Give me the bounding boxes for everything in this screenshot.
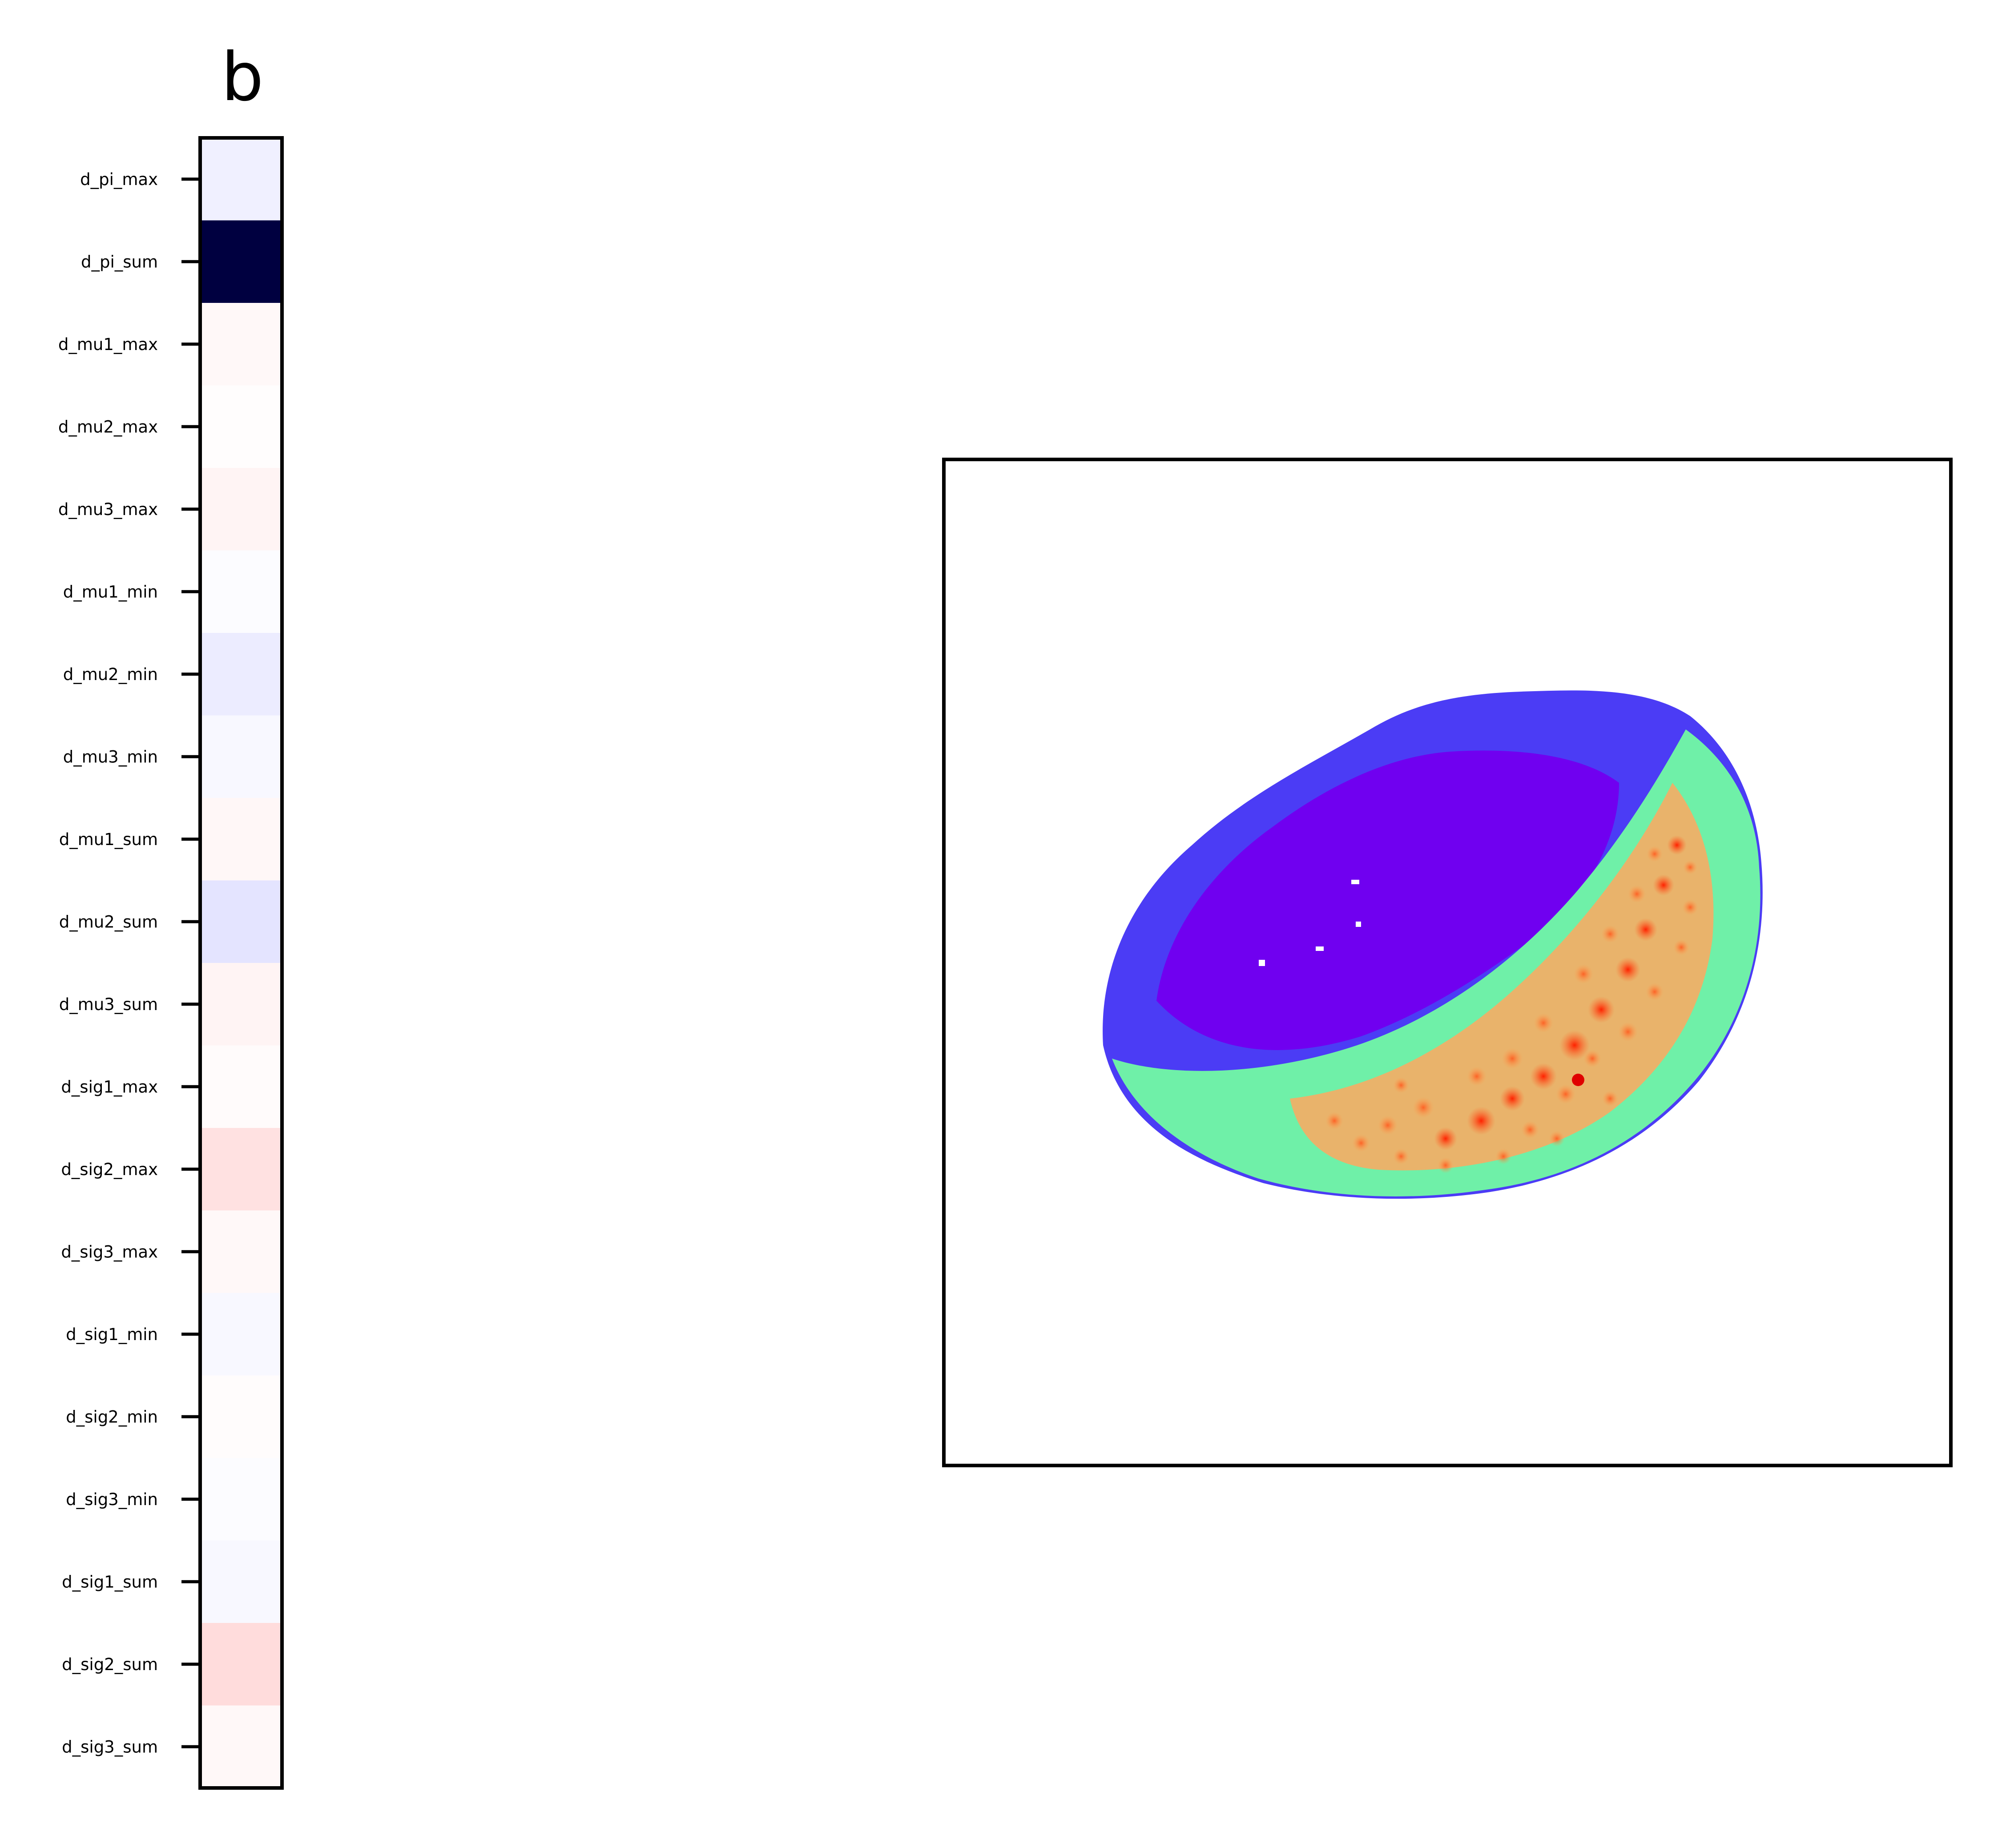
hot-spot: [1495, 1148, 1511, 1164]
heatmap-cells: [200, 138, 282, 1788]
heatmap-cell-d-sig2-max: [200, 1128, 282, 1211]
hot-spot: [1556, 1084, 1575, 1104]
cloud-gap: [1351, 880, 1359, 884]
hot-spot: [1583, 1050, 1601, 1067]
hot-spot: [1588, 996, 1615, 1023]
hot-spot: [1682, 899, 1698, 915]
y-tick-label: d_sig1_min: [66, 1325, 158, 1344]
hot-spot: [1502, 1048, 1523, 1069]
heatmap-cell-d-sig1-sum: [200, 1540, 282, 1623]
hot-spot: [1653, 874, 1674, 896]
cloud-hot-region: [1290, 783, 1714, 1171]
heatmap-cell-d-mu3-max: [200, 468, 282, 551]
heatmap-cell-d-mu1-min: [200, 550, 282, 633]
hot-spot: [1467, 1067, 1486, 1086]
y-tick-label: d_pi_max: [80, 170, 158, 189]
hot-spot: [1559, 1030, 1590, 1060]
hot-spot: [1628, 885, 1646, 903]
scatter-panel: [942, 458, 1953, 1467]
y-tick-label: d_sig1_sum: [62, 1572, 158, 1591]
hot-spot: [1647, 846, 1663, 862]
hot-spot: [1572, 1074, 1584, 1086]
y-tick-label: d_pi_sum: [81, 252, 158, 271]
hot-spot: [1634, 918, 1657, 941]
point-cloud: [1103, 690, 1763, 1199]
y-tick-label: d_mu1_max: [58, 335, 158, 354]
heatmap-cell-d-sig3-sum: [200, 1705, 282, 1788]
hot-spot: [1500, 1086, 1525, 1111]
y-tick-label: d_mu1_min: [63, 582, 158, 601]
y-tick-label: d_mu3_max: [58, 500, 158, 519]
heatmap-cell-d-sig2-min: [200, 1375, 282, 1458]
hot-spot: [1534, 1013, 1553, 1033]
heatmap-frame: [198, 136, 284, 1790]
heatmap-cell-d-mu2-min: [200, 633, 282, 716]
heatmap-cell-d-pi-sum: [200, 220, 282, 303]
y-tick-label: d_mu1_sum: [59, 830, 158, 849]
heatmap-cell-d-mu1-max: [200, 303, 282, 386]
hot-spot: [1521, 1121, 1539, 1139]
hot-spot: [1352, 1134, 1370, 1152]
cloud-gap: [1356, 922, 1361, 927]
hot-spot: [1393, 1077, 1409, 1093]
heatmap-cell-d-mu1-sum: [200, 798, 282, 881]
heatmap-cell-d-mu3-sum: [200, 963, 282, 1046]
scatter-frame: [942, 458, 1953, 1467]
y-tick-label: d_sig3_min: [66, 1490, 158, 1509]
heatmap-cell-d-pi-max: [200, 138, 282, 221]
y-tick-label: d_mu2_min: [63, 665, 158, 684]
y-tick-label: d_sig3_max: [61, 1242, 158, 1261]
cloud-gap: [1259, 960, 1265, 966]
hot-spot: [1618, 1022, 1638, 1042]
hot-spot: [1602, 1091, 1618, 1107]
y-tick-label: d_sig2_max: [61, 1160, 158, 1179]
heatmap-panel: b d_pi_max d_pi_sum d_mu1_max d_mu2_max d_mu…: [58, 39, 284, 1790]
heatmap-cell-d-sig2-sum: [200, 1623, 282, 1706]
cloud-gap: [1316, 946, 1324, 951]
hot-spot: [1615, 957, 1640, 982]
hot-spot: [1574, 964, 1593, 984]
heatmap-cell-d-sig3-max: [200, 1210, 282, 1293]
heatmap-ticks: [181, 177, 200, 1748]
hot-spot: [1646, 983, 1664, 1001]
cloud-interior: [1156, 750, 1619, 1050]
y-tick-label: d_sig2_min: [66, 1407, 158, 1426]
hot-spot: [1530, 1063, 1557, 1090]
hot-spot: [1378, 1115, 1398, 1135]
y-tick-label: d_mu2_max: [58, 417, 158, 436]
hot-spot: [1393, 1148, 1409, 1164]
y-tick-label: d_sig2_sum: [62, 1655, 158, 1674]
hot-spot: [1438, 1157, 1454, 1173]
y-tick-label: d_mu3_sum: [59, 995, 158, 1014]
y-tick-label: d_sig1_max: [61, 1077, 158, 1096]
hot-spot: [1673, 939, 1689, 955]
heatmap-cell-d-mu2-sum: [200, 880, 282, 963]
hot-spot: [1467, 1107, 1495, 1135]
y-tick-label: d_mu2_sum: [59, 912, 158, 931]
hot-spot: [1549, 1131, 1565, 1147]
hot-spot: [1434, 1127, 1457, 1150]
heatmap-cell-d-mu2-max: [200, 385, 282, 468]
heatmap-cell-d-sig1-min: [200, 1293, 282, 1376]
hot-spot: [1683, 860, 1697, 874]
panel-title: b: [221, 39, 263, 116]
hot-spot: [1325, 1112, 1343, 1130]
hot-spot: [1667, 835, 1687, 855]
hot-spots: [1325, 835, 1698, 1173]
heatmap-cell-d-sig3-min: [200, 1458, 282, 1541]
hot-spot: [1601, 925, 1619, 943]
heatmap-tick-labels: d_pi_max d_pi_sum d_mu1_max d_mu2_max d_mu3_…: [58, 170, 158, 1757]
heatmap-cell-d-mu3-min: [200, 715, 282, 798]
hot-spot: [1413, 1097, 1434, 1118]
y-tick-label: d_mu3_min: [63, 747, 158, 766]
y-tick-label: d_sig3_sum: [62, 1737, 158, 1756]
heatmap-cell-d-sig1-max: [200, 1045, 282, 1128]
